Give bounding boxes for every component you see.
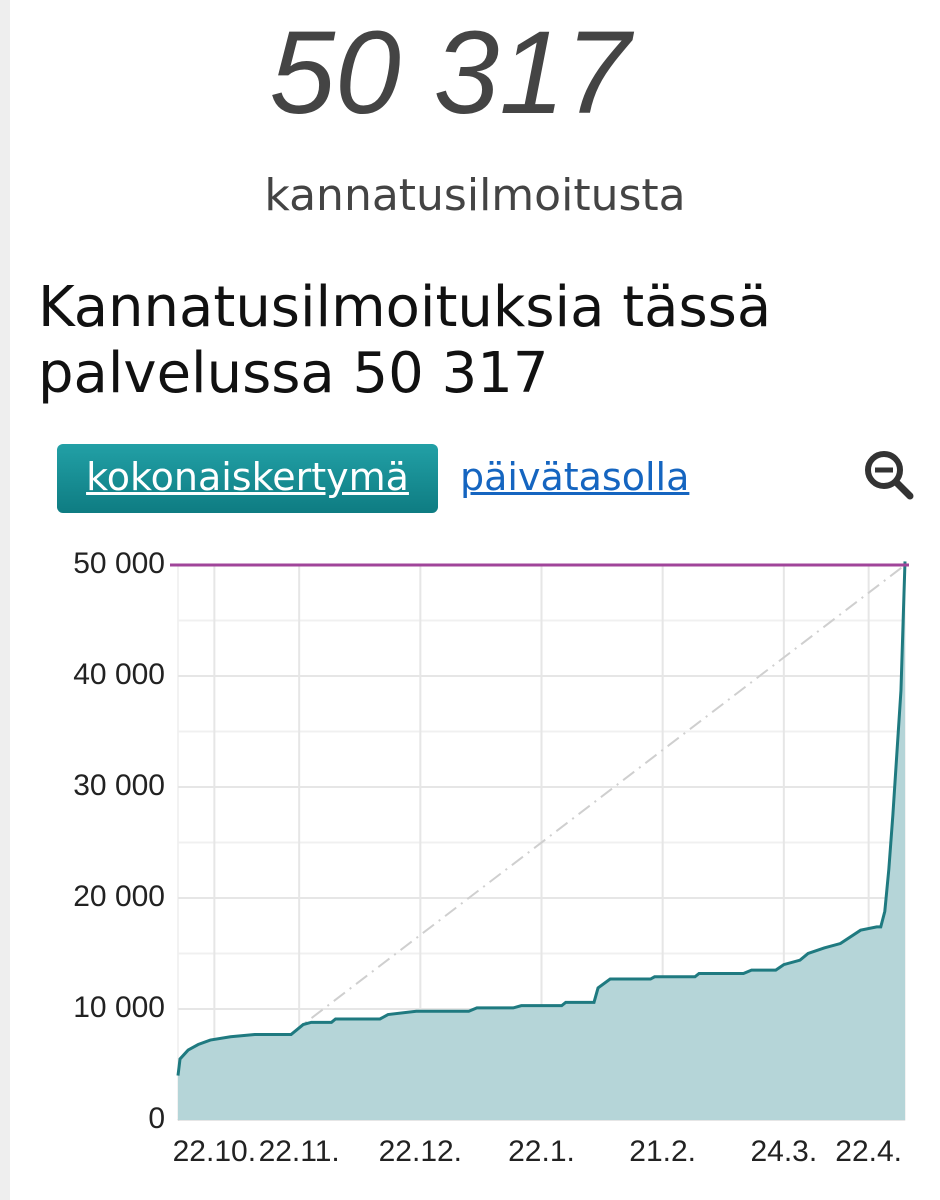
y-tick-label: 10 000 bbox=[73, 991, 165, 1024]
y-tick-label: 20 000 bbox=[73, 880, 165, 913]
line bbox=[176, 561, 907, 1076]
x-tick-label: 21.2. bbox=[629, 1135, 696, 1168]
x-tick-label: 24.3. bbox=[750, 1135, 817, 1168]
y-tick-label: 40 000 bbox=[73, 658, 165, 691]
x-tick-label: 22.10. bbox=[173, 1135, 256, 1168]
tab-cumulative[interactable]: kokonaiskertymä bbox=[57, 444, 438, 513]
y-tick-label: 0 bbox=[148, 1102, 165, 1135]
y-tick-label: 30 000 bbox=[73, 769, 165, 802]
x-tick-label: 22.1. bbox=[508, 1135, 575, 1168]
unit: kannatusilmoitusta bbox=[264, 170, 686, 221]
x-tick-label: 22.12. bbox=[379, 1135, 462, 1168]
x-tick-label: 22.11. bbox=[259, 1135, 340, 1168]
count: 50 317 bbox=[269, 7, 631, 139]
x-tick-label: 22.4. bbox=[835, 1135, 902, 1168]
tab-daily[interactable]: päivätasolla bbox=[460, 455, 690, 499]
side-strip bbox=[0, 0, 10, 1200]
y-tick-label: 50 000 bbox=[73, 547, 165, 580]
area-fill bbox=[178, 561, 905, 1120]
zoom-out-icon[interactable] bbox=[860, 446, 916, 502]
heading: Kannatusilmoituksia tässä palvelussa 50 … bbox=[38, 275, 772, 406]
